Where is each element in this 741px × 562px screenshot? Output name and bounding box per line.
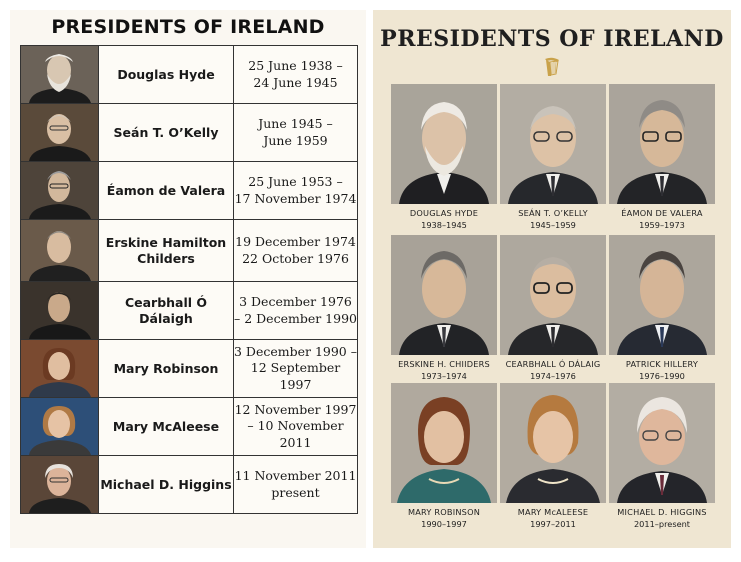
- name-cell: Seán T. O’Kelly: [98, 103, 234, 162]
- portrait-eamon-de-valera: [21, 162, 98, 219]
- term-start: 25 June 1938 –: [248, 58, 343, 74]
- term-start: June 1945 –: [258, 116, 333, 132]
- table-row: Cearbhall Ó Dálaigh 3 December 1976 – 2 …: [20, 281, 358, 340]
- portrait-card: ÉAMON DE VALERA 1959–1973: [609, 84, 715, 230]
- portrait-cearbhall-o-dalaigh: [500, 235, 606, 355]
- card-years: 2011–present: [633, 519, 691, 529]
- photo-cell: [20, 455, 99, 514]
- portrait-card: ERSKINE H. CHIIDERS 1973–1974: [391, 235, 497, 381]
- name-cell: Mary Robinson: [98, 339, 234, 398]
- term-end: present: [271, 484, 320, 500]
- left-title: PRESIDENTS OF IRELAND: [51, 16, 325, 38]
- table-row: Erskine Hamilton Childers 19 December 19…: [20, 219, 358, 282]
- photo-cell: [20, 339, 99, 398]
- card-years: 1959–1973: [639, 220, 685, 230]
- card-years: 1990–1997: [421, 519, 467, 529]
- term-end: – 2 December 1990: [234, 310, 357, 326]
- card-name: MICHAEL D. HIGGINS: [617, 507, 707, 517]
- portrait-douglas-hyde: [21, 46, 98, 103]
- portrait-sean-t-okelly: [21, 104, 98, 161]
- photo-cell: [20, 103, 99, 162]
- term-cell: 11 November 2011 present: [233, 455, 358, 514]
- portrait-card: MICHAEL D. HIGGINS 2011–present: [609, 383, 715, 529]
- photo-cell: [20, 161, 99, 220]
- name-cell: Éamon de Valera: [98, 161, 234, 220]
- table-row: Éamon de Valera 25 June 1953 – 17 Novemb…: [20, 161, 358, 220]
- harp-icon: [545, 57, 559, 76]
- term-start: 3 December 1990 –: [234, 344, 357, 360]
- card-years: 1974–1976: [530, 371, 576, 381]
- term-end: 22 October 1976: [242, 250, 349, 266]
- portrait-card: DOUGLAS HYDE 1938–1945: [391, 84, 497, 230]
- portrait-card: MARY ROBINSON 1990–1997: [391, 383, 497, 529]
- term-start: 3 December 1976: [239, 294, 352, 310]
- portrait-mary-mcaleese: [500, 383, 606, 503]
- photo-cell: [20, 219, 99, 282]
- portrait-mary-mcaleese: [21, 398, 98, 455]
- card-years: 1976–1990: [639, 371, 685, 381]
- card-years: 1997–2011: [530, 519, 576, 529]
- portrait-eamon-de-valera: [609, 84, 715, 204]
- left-panel: PRESIDENTS OF IRELAND Douglas Hyde 25 Ju…: [10, 10, 366, 548]
- portrait-card: CEARBHALL Ó DÁLAIG 1974–1976: [500, 235, 606, 381]
- term-cell: 25 June 1953 – 17 November 1974: [233, 161, 358, 220]
- portrait-michael-d-higgins: [21, 456, 98, 513]
- term-start: 19 December 1974: [235, 234, 356, 250]
- photo-cell: [20, 281, 99, 340]
- term-end: 12 September 1997: [250, 360, 341, 392]
- term-cell: 19 December 1974 22 October 1976: [233, 219, 358, 282]
- right-title: PRESIDENTS OF IRELAND: [380, 26, 724, 52]
- table-row: Seán T. O’Kelly June 1945 – June 1959: [20, 103, 358, 162]
- card-name: SEÁN T. O’KELLY: [518, 208, 588, 218]
- card-name: MARY McALEESE: [517, 507, 589, 517]
- card-name: ÉAMON DE VALERA: [621, 208, 703, 218]
- portrait-sean-t-okelly: [500, 84, 606, 204]
- card-name: PATRICK HILLERY: [625, 359, 699, 369]
- presidents-table: Douglas Hyde 25 June 1938 – 24 June 1945: [20, 45, 358, 514]
- name-cell: Erskine Hamilton Childers: [98, 219, 234, 282]
- term-cell: 25 June 1938 – 24 June 1945: [233, 45, 358, 104]
- portrait-card: SEÁN T. O’KELLY 1945–1959: [500, 84, 606, 230]
- table-row: Mary Robinson 3 December 1990 – 12 Septe…: [20, 339, 358, 398]
- term-cell: 12 November 1997 – 10 November 2011: [233, 397, 358, 456]
- portrait-card: MARY McALEESE 1997–2011: [500, 383, 606, 529]
- name-cell: Mary McAleese: [98, 397, 234, 456]
- term-cell: June 1945 – June 1959: [233, 103, 358, 162]
- table-row: Mary McAleese 12 November 1997 – 10 Nove…: [20, 397, 358, 456]
- term-end: 17 November 1974: [234, 190, 357, 206]
- portrait-douglas-hyde: [391, 84, 497, 204]
- term-cell: 3 December 1990 – 12 September 1997: [233, 339, 358, 398]
- term-end: June 1959: [263, 132, 328, 148]
- name-cell: Cearbhall Ó Dálaigh: [98, 281, 234, 340]
- portrait-erskine-childers: [21, 220, 98, 281]
- term-start: 25 June 1953 –: [248, 174, 343, 190]
- card-name: DOUGLAS HYDE: [409, 208, 479, 218]
- card-name: CEARBHALL Ó DÁLAIG: [505, 359, 601, 369]
- term-cell: 3 December 1976 – 2 December 1990: [233, 281, 358, 340]
- card-years: 1945–1959: [530, 220, 576, 230]
- table-row: Michael D. Higgins 11 November 2011 pres…: [20, 455, 358, 514]
- card-years: 1973–1974: [421, 371, 467, 381]
- term-end: – 10 November 2011: [247, 418, 344, 450]
- photo-cell: [20, 397, 99, 456]
- photo-cell: [20, 45, 99, 104]
- portrait-card: PATRICK HILLERY 1976–1990: [609, 235, 715, 381]
- term-end: 24 June 1945: [253, 74, 338, 90]
- name-cell: Douglas Hyde: [98, 45, 234, 104]
- portrait-cearbhall-o-dalaigh: [21, 282, 98, 339]
- right-panel: PRESIDENTS OF IRELAND DOUGLAS HYDE 1938–…: [373, 10, 731, 548]
- name-cell: Michael D. Higgins: [98, 455, 234, 514]
- portrait-mary-robinson: [391, 383, 497, 503]
- term-start: 12 November 1997: [234, 402, 357, 418]
- card-name: ERSKINE H. CHIIDERS: [398, 359, 490, 369]
- term-start: 11 November 2011: [234, 468, 357, 484]
- portrait-michael-d-higgins: [609, 383, 715, 503]
- card-name: MARY ROBINSON: [407, 507, 481, 517]
- card-years: 1938–1945: [421, 220, 467, 230]
- portrait-patrick-hillery: [609, 235, 715, 355]
- portrait-mary-robinson: [21, 340, 98, 397]
- table-row: Douglas Hyde 25 June 1938 – 24 June 1945: [20, 45, 358, 104]
- portrait-erskine-childers: [391, 235, 497, 355]
